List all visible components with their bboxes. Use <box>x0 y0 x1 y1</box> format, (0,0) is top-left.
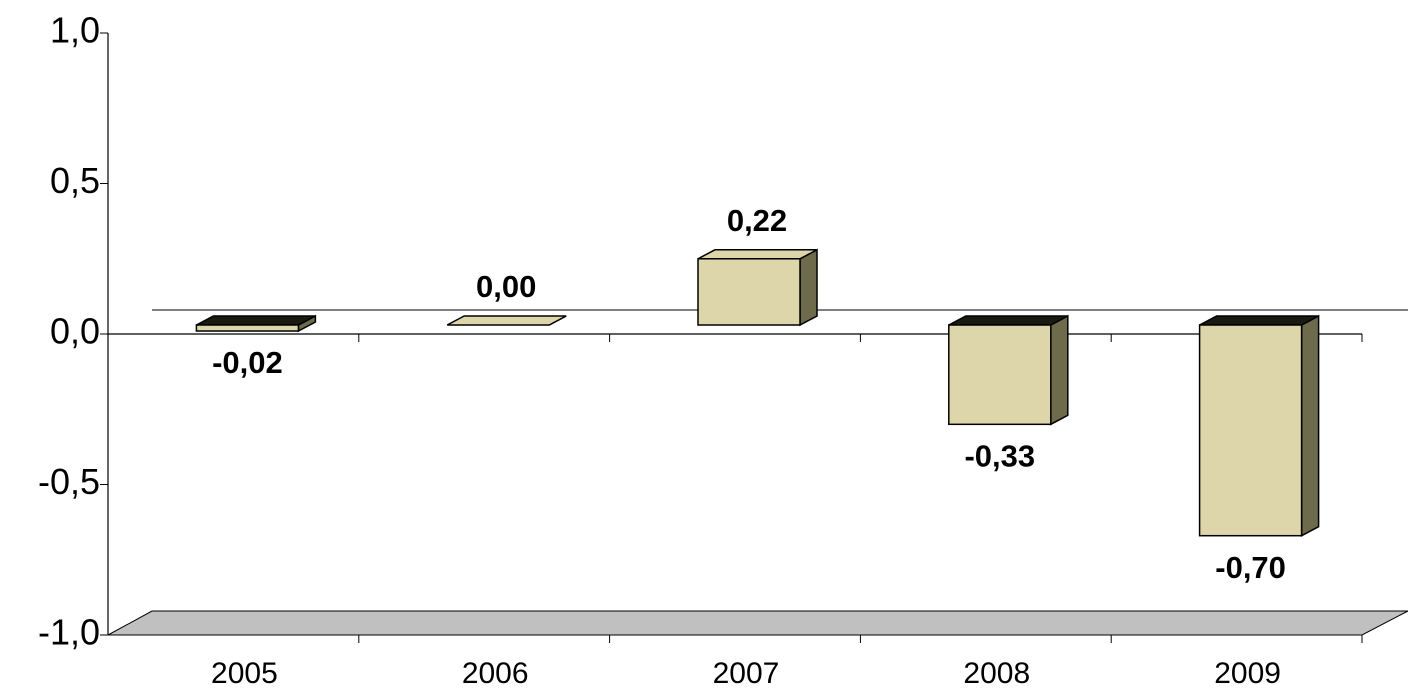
x-tick-label: 2009 <box>1214 657 1281 690</box>
bar-top <box>196 316 315 325</box>
bar <box>196 325 298 331</box>
x-tick-label: 2005 <box>211 657 278 690</box>
value-label: -0,70 <box>1215 550 1286 585</box>
bar-top <box>698 250 817 259</box>
floor <box>108 611 1408 635</box>
bar-side <box>800 250 817 325</box>
y-tick-label: 1,0 <box>50 10 100 51</box>
bar <box>1200 325 1302 536</box>
value-label: -0,33 <box>964 439 1035 474</box>
value-label: -0,02 <box>212 345 283 380</box>
bar-top <box>949 316 1068 325</box>
chart: 1,0 0,5 0,0 -0,5 -1,0 2005 -0,02 2006 0,00 2007 0,… <box>0 0 1408 697</box>
y-tick-label: 0,5 <box>50 160 100 201</box>
bar <box>698 259 800 325</box>
x-tick-label: 2007 <box>713 657 780 690</box>
bar-side <box>1302 316 1319 536</box>
x-tick-label: 2008 <box>963 657 1030 690</box>
value-label: 0,22 <box>727 203 787 238</box>
page: 1,0 0,5 0,0 -0,5 -1,0 2005 -0,02 2006 0,00 2007 0,… <box>0 0 1408 697</box>
bar-top <box>447 316 566 325</box>
bar <box>949 325 1051 424</box>
x-tick-label: 2006 <box>462 657 529 690</box>
value-label: 0,00 <box>476 269 536 304</box>
y-tick-label: 0,0 <box>50 311 100 352</box>
bar-side <box>1051 316 1068 424</box>
y-tick-label: -1,0 <box>38 612 100 653</box>
bar-top <box>1200 316 1319 325</box>
y-tick-label: -0,5 <box>38 461 100 502</box>
